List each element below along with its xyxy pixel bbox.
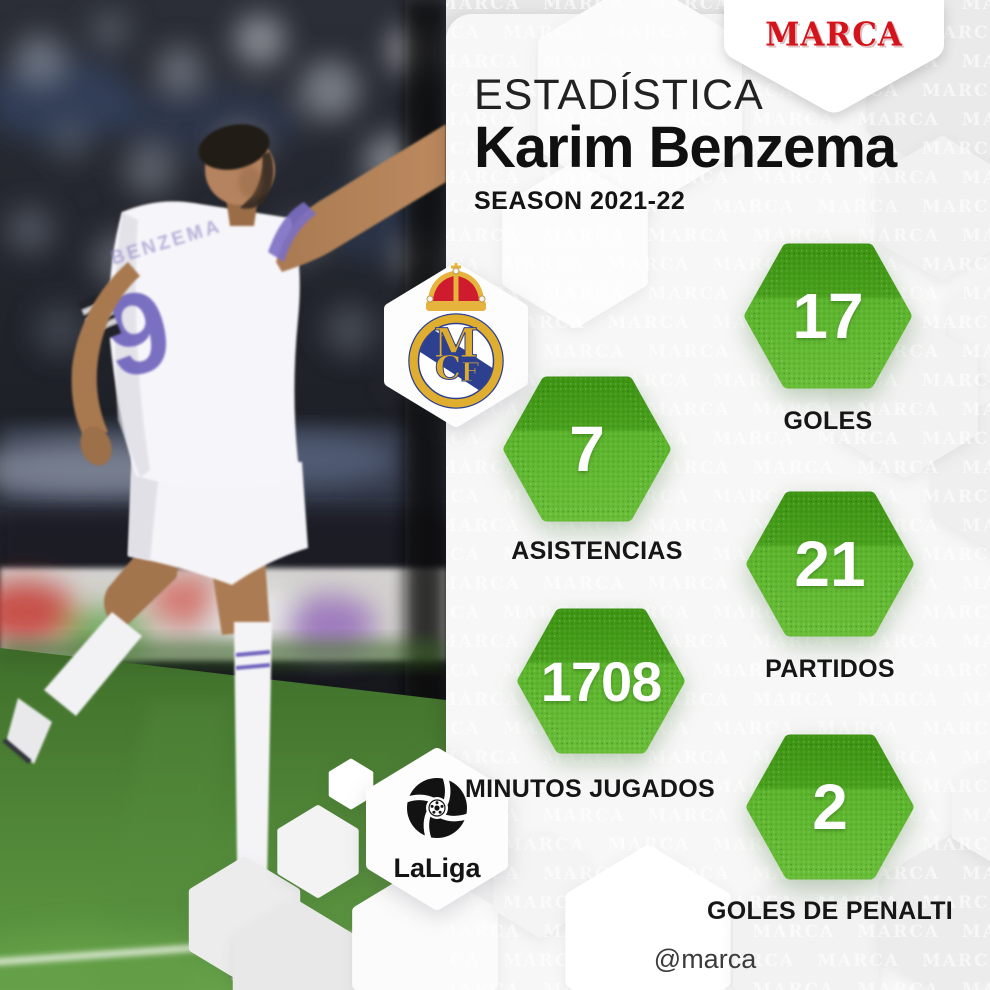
stat-label: MINUTOS JUGADOS: [465, 775, 715, 803]
stat-hex-goles: 17: [743, 242, 913, 390]
crest-crown: [426, 263, 486, 311]
monogram-f: F: [461, 358, 480, 388]
stat-label: GOLES: [783, 407, 873, 435]
stat-value: 7: [569, 413, 605, 485]
stat-value: 21: [794, 528, 866, 600]
player-figure: BENZEMA 9: [2, 124, 446, 982]
stat-label: GOLES DE PENALTI: [706, 897, 954, 925]
stat-hex-minutos: 1708: [516, 607, 686, 755]
player-photo: BENZEMA 9: [0, 0, 451, 990]
stat-value: 1708: [540, 649, 663, 713]
player-photo-art: BENZEMA 9: [0, 0, 451, 990]
crest-ring: M C F: [408, 313, 504, 409]
real-madrid-crest: M C F: [382, 263, 530, 429]
green-hexagon: [517, 608, 685, 754]
green-hexagon: [746, 491, 914, 637]
monogram-c: C: [435, 348, 461, 387]
stat-hex-asistencias: 7: [502, 375, 672, 523]
laliga-pinwheel-icon: [403, 774, 471, 842]
stat-value: 17: [792, 280, 864, 352]
laliga-logo: LaLiga: [366, 748, 508, 910]
stat-hex-penalti: 2: [745, 733, 915, 881]
stat-hex-partidos: 21: [745, 490, 915, 638]
stat-value: 2: [812, 771, 848, 843]
laliga-wordmark: LaLiga: [393, 853, 481, 883]
social-handle: @marca: [653, 944, 757, 974]
green-hexagon: [503, 376, 671, 522]
page-title: Karim Benzema: [474, 115, 897, 180]
season-subtitle: SEASON 2021-22: [474, 187, 686, 216]
stat-label: ASISTENCIAS: [511, 537, 683, 565]
monogram-m: M: [434, 320, 478, 367]
marca-logo: MARCA: [765, 15, 903, 55]
stat-label: PARTIDOS: [765, 655, 895, 683]
